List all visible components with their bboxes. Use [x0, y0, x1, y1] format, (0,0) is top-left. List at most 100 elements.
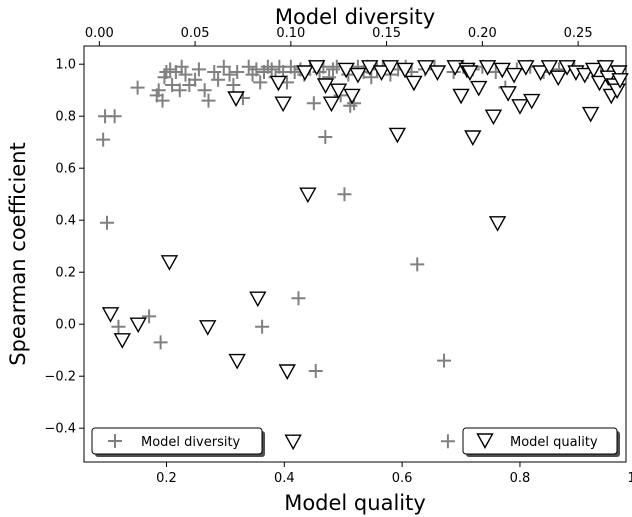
legend-diversity-marker — [108, 434, 122, 448]
legend-quality: Model quality — [462, 427, 620, 457]
quality-point — [452, 88, 470, 105]
diversity-point — [337, 187, 352, 202]
quality-point — [274, 96, 292, 113]
diversity-point — [241, 59, 256, 74]
diversity-point — [174, 59, 189, 74]
quality-point — [464, 130, 482, 146]
x-tick-label: 0.4 — [274, 471, 295, 486]
quality-point — [284, 434, 302, 451]
quality-point — [322, 96, 341, 113]
legend-quality-label: Model quality — [510, 435, 598, 450]
quality-point — [388, 127, 407, 144]
diversity-point — [142, 309, 157, 324]
quality-point — [610, 65, 628, 81]
quality-point — [308, 60, 326, 76]
diversity-point — [222, 67, 237, 82]
quality-point — [428, 65, 447, 81]
legend-triangle-marker — [476, 433, 494, 449]
quality-point — [540, 60, 559, 76]
quality-point — [269, 75, 288, 92]
diversity-point — [197, 83, 212, 98]
x-tick-label: 0.6 — [392, 471, 413, 486]
quality-point — [478, 60, 497, 76]
y-axis-ticks: −0.4 −0.2 0.0 0.2 0.4 0.6 0.8 1.0 — [44, 58, 84, 437]
diversity-point — [163, 62, 178, 77]
quality-point — [329, 83, 348, 100]
diversity-point — [130, 80, 145, 95]
quality-point — [549, 70, 567, 87]
legend-diversity-label: Model diversity — [141, 435, 241, 450]
quality-point — [596, 60, 615, 76]
diversity-point — [318, 130, 333, 144]
y-tick-label: −0.2 — [44, 370, 76, 385]
quality-point — [484, 109, 503, 126]
top-x-tick-label: 0.10 — [276, 26, 305, 41]
diversity-point — [437, 353, 452, 368]
x-axis-title: Model quality — [284, 491, 426, 515]
top-x-tick-label: 0.20 — [468, 26, 497, 41]
legend-diversity: Model diversity — [91, 427, 265, 457]
quality-point — [405, 75, 423, 92]
top-x-axis-title: Model diversity — [275, 5, 435, 29]
top-x-tick-label: 0.15 — [372, 26, 401, 41]
quality-point — [511, 99, 529, 115]
quality-point — [446, 60, 464, 76]
quality-point — [599, 70, 618, 87]
quality-point — [499, 86, 517, 102]
plot-area — [83, 45, 627, 463]
diversity-point — [151, 83, 166, 98]
diversity-point — [99, 215, 114, 230]
diversity-point — [178, 67, 193, 82]
quality-point — [278, 364, 296, 380]
top-x-axis-ticks: 0.00 0.05 0.10 0.15 0.20 0.25 — [85, 26, 593, 46]
top-x-tick-label: 0.25 — [564, 26, 593, 41]
quality-point — [590, 75, 609, 92]
y-tick-label: −0.4 — [44, 422, 76, 437]
top-x-tick-label: 0.00 — [85, 26, 114, 41]
diversity-point — [255, 319, 270, 334]
quality-point — [349, 67, 367, 84]
quality-point — [129, 317, 147, 334]
y-tick-label: 0.2 — [55, 266, 76, 281]
quality-point — [608, 83, 626, 100]
quality-point — [531, 65, 550, 81]
diversity-point — [107, 109, 122, 124]
y-tick-label: 1.0 — [55, 58, 76, 73]
diversity-point — [191, 62, 206, 77]
quality-point — [493, 62, 511, 79]
diversity-point — [291, 291, 306, 306]
quality-point — [101, 307, 120, 323]
diversity-point — [188, 72, 203, 87]
x-axis-ticks: 0.2 0.4 0.6 0.8 1.0 — [156, 462, 632, 486]
diversity-point — [111, 319, 126, 334]
legend-diversity-box — [91, 427, 263, 455]
diversity-point — [264, 62, 279, 77]
quality-point — [316, 78, 335, 94]
x-tick-label: 0.2 — [156, 471, 177, 486]
x-tick-label: 1.0 — [627, 471, 632, 486]
quality-point — [523, 93, 541, 110]
diversity-point — [410, 257, 425, 272]
diversity-point — [249, 62, 264, 77]
diversity-point — [165, 78, 180, 92]
x-tick-label: 0.8 — [510, 471, 531, 486]
y-axis-title: Spearman coefficient — [6, 142, 30, 365]
quality-point — [505, 67, 523, 84]
quality-point — [488, 216, 507, 232]
y-tick-label: 0.6 — [55, 162, 76, 177]
quality-point — [228, 353, 246, 370]
y-tick-label: 0.8 — [55, 110, 76, 125]
legend-plus-marker — [108, 434, 122, 448]
legend-quality-box — [462, 427, 618, 455]
quality-point — [160, 255, 179, 271]
quality-point — [199, 320, 217, 336]
quality-point — [381, 60, 400, 76]
y-tick-label: 0.0 — [55, 318, 76, 333]
diversity-point — [306, 96, 321, 111]
top-x-tick-label: 0.05 — [181, 26, 210, 41]
quality-point — [296, 65, 314, 81]
legend-quality-marker — [476, 433, 494, 449]
quality-point — [396, 62, 414, 79]
quality-point — [249, 291, 267, 308]
